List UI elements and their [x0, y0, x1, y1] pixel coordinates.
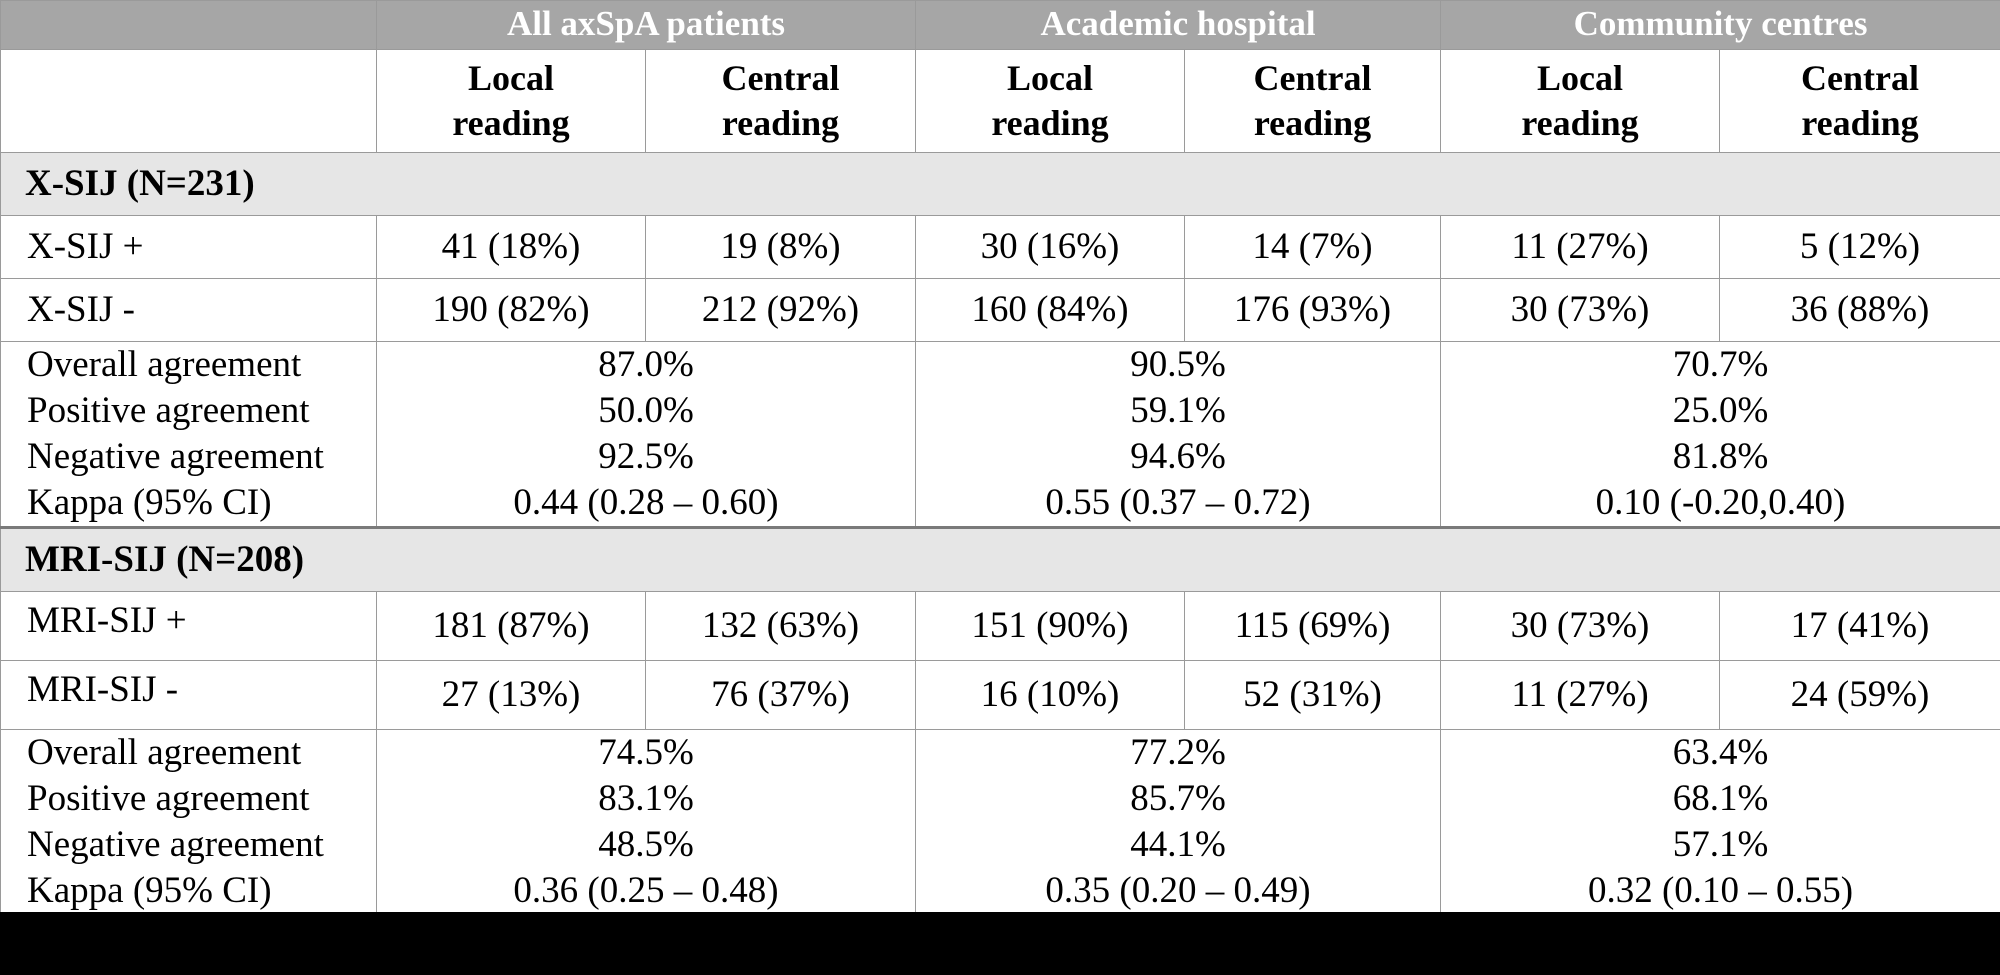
stats-community: 70.7% 25.0% 81.8% 0.10 (-0.20,0.40) — [1440, 341, 2000, 528]
stat-value: 74.5% — [598, 732, 694, 773]
stat-label: Positive agreement — [27, 778, 310, 819]
stats-academic: 90.5% 59.1% 94.6% 0.55 (0.37 – 0.72) — [914, 341, 1442, 528]
header-blank — [0, 0, 377, 50]
cell-value: 52 (31%) — [1183, 660, 1442, 730]
stat-label: Kappa (95% CI) — [27, 870, 272, 911]
cell-value: 27 (13%) — [376, 660, 646, 730]
cell-value: 17 (41%) — [1719, 591, 2000, 661]
cell-value: 151 (90%) — [915, 591, 1185, 661]
stat-label: Negative agreement — [27, 824, 324, 865]
subheader-central: Central reading — [1183, 49, 1442, 153]
footer-black-band — [0, 912, 2000, 975]
stat-value: 0.55 (0.37 – 0.72) — [1045, 482, 1311, 523]
stats-labels: Overall agreement Positive agreement Neg… — [0, 341, 377, 528]
row-label: X-SIJ - — [0, 278, 377, 342]
subheader-local: Local reading — [376, 49, 646, 153]
group-header-row: All axSpA patients Academic hospital Com… — [0, 0, 2000, 50]
cell-value: 24 (59%) — [1719, 660, 2000, 730]
stat-value: 83.1% — [598, 778, 694, 819]
table-row: MRI-SIJ - 27 (13%) 76 (37%) 16 (10%) 52 … — [0, 660, 2000, 730]
table-row: MRI-SIJ + 181 (87%) 132 (63%) 151 (90%) … — [0, 591, 2000, 661]
row-label: MRI-SIJ + — [0, 591, 377, 661]
stat-value: 44.1% — [1130, 824, 1226, 865]
stats-academic: 77.2% 85.7% 44.1% 0.35 (0.20 – 0.49) — [914, 729, 1442, 915]
stat-value: 68.1% — [1672, 778, 1769, 819]
cell-value: 190 (82%) — [376, 278, 646, 342]
cell-value: 11 (27%) — [1440, 660, 1721, 730]
cell-value: 212 (92%) — [645, 278, 916, 342]
cell-value: 36 (88%) — [1719, 278, 2000, 342]
subheader-local: Local reading — [1440, 49, 1721, 153]
stat-value: 0.36 (0.25 – 0.48) — [513, 870, 779, 911]
agreement-table: All axSpA patients Academic hospital Com… — [0, 0, 2000, 915]
subheader-central: Central reading — [1719, 49, 2000, 153]
stat-value: 94.6% — [1130, 436, 1226, 477]
stat-label: Overall agreement — [27, 732, 302, 773]
cell-value: 41 (18%) — [376, 215, 646, 279]
table-row: X-SIJ - 190 (82%) 212 (92%) 160 (84%) 17… — [0, 278, 2000, 342]
group-header-community: Community centres — [1440, 0, 2000, 50]
agreement-stats-row: Overall agreement Positive agreement Neg… — [0, 341, 2000, 528]
stat-value: 0.10 (-0.20,0.40) — [1595, 482, 1846, 523]
stats-labels: Overall agreement Positive agreement Neg… — [0, 729, 377, 915]
section-title: X-SIJ (N=231) — [0, 152, 2000, 216]
stat-value: 92.5% — [598, 436, 694, 477]
reading-header-row: Local reading Central reading Local read… — [0, 49, 2000, 153]
cell-value: 160 (84%) — [915, 278, 1185, 342]
stat-value: 81.8% — [1672, 436, 1769, 477]
row-label: X-SIJ + — [0, 215, 377, 279]
group-header-all: All axSpA patients — [376, 0, 916, 50]
stat-label: Kappa (95% CI) — [27, 482, 272, 523]
stats-all: 74.5% 83.1% 48.5% 0.36 (0.25 – 0.48) — [376, 729, 916, 915]
stat-label: Overall agreement — [27, 344, 302, 385]
stat-value: 48.5% — [598, 824, 694, 865]
stat-label: Negative agreement — [27, 436, 324, 477]
stat-value: 90.5% — [1130, 344, 1226, 385]
cell-value: 76 (37%) — [645, 660, 916, 730]
cell-value: 19 (8%) — [645, 215, 916, 279]
stat-value: 59.1% — [1130, 390, 1226, 431]
stat-value: 87.0% — [598, 344, 694, 385]
cell-value: 115 (69%) — [1183, 591, 1442, 661]
stat-value: 0.32 (0.10 – 0.55) — [1587, 870, 1854, 911]
cell-value: 11 (27%) — [1440, 215, 1721, 279]
stat-value: 25.0% — [1672, 390, 1769, 431]
cell-value: 30 (73%) — [1440, 591, 1721, 661]
section-title: MRI-SIJ (N=208) — [0, 526, 2000, 592]
cell-value: 30 (16%) — [915, 215, 1185, 279]
row-label: MRI-SIJ - — [0, 660, 377, 730]
stat-value: 57.1% — [1672, 824, 1769, 865]
stats-community: 63.4% 68.1% 57.1% 0.32 (0.10 – 0.55) — [1440, 729, 2000, 915]
cell-value: 30 (73%) — [1440, 278, 1721, 342]
cell-value: 14 (7%) — [1183, 215, 1442, 279]
section-row-xsij: X-SIJ (N=231) — [0, 152, 2000, 216]
cell-value: 132 (63%) — [645, 591, 916, 661]
section-row-mrisij: MRI-SIJ (N=208) — [0, 526, 2000, 592]
stat-value: 77.2% — [1130, 732, 1226, 773]
subheader-local: Local reading — [915, 49, 1185, 153]
cell-value: 5 (12%) — [1719, 215, 2000, 279]
stat-value: 0.35 (0.20 – 0.49) — [1045, 870, 1311, 911]
group-header-academic: Academic hospital — [914, 0, 1442, 50]
results-table-container: All axSpA patients Academic hospital Com… — [0, 0, 2000, 915]
stat-value: 85.7% — [1130, 778, 1226, 819]
stat-value: 63.4% — [1672, 732, 1769, 773]
subheader-central: Central reading — [645, 49, 916, 153]
cell-value: 181 (87%) — [376, 591, 646, 661]
stat-label: Positive agreement — [27, 390, 310, 431]
stats-all: 87.0% 50.0% 92.5% 0.44 (0.28 – 0.60) — [376, 341, 916, 528]
cell-value: 176 (93%) — [1183, 278, 1442, 342]
cell-value: 16 (10%) — [915, 660, 1185, 730]
stat-value: 50.0% — [598, 390, 694, 431]
agreement-stats-row: Overall agreement Positive agreement Neg… — [0, 729, 2000, 915]
subheader-blank — [0, 49, 377, 153]
stat-value: 70.7% — [1672, 344, 1769, 385]
stat-value: 0.44 (0.28 – 0.60) — [513, 482, 779, 523]
table-row: X-SIJ + 41 (18%) 19 (8%) 30 (16%) 14 (7%… — [0, 215, 2000, 279]
